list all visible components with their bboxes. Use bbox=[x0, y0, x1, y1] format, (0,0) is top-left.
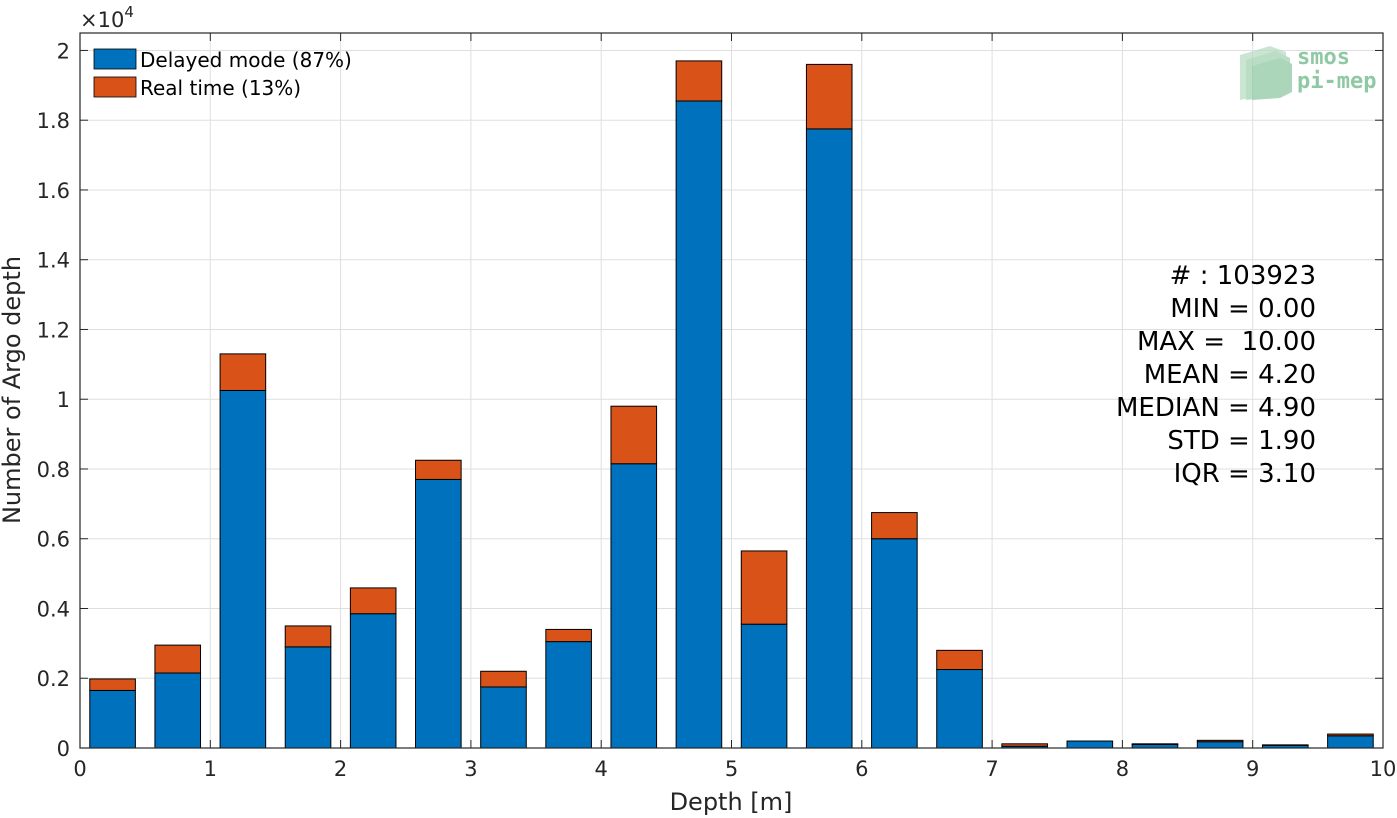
bar-delayed-mode bbox=[89, 689, 136, 749]
stat-line: MIN = 0.00 bbox=[1170, 294, 1316, 324]
bar-delayed-mode bbox=[284, 646, 332, 749]
bar-real-time bbox=[1327, 733, 1374, 737]
logo-emblem-icon bbox=[1240, 46, 1292, 100]
bar-real-time bbox=[154, 644, 202, 674]
y-tick-label: 0.2 bbox=[37, 667, 70, 691]
x-tick-labels: 0 1 2 3 4 5 6 7 8 9 10 bbox=[73, 757, 1396, 781]
stat-line: MEAN = 4.20 bbox=[1144, 360, 1316, 390]
bar-real-time bbox=[610, 405, 658, 465]
legend-swatch-realtime bbox=[93, 76, 137, 98]
bar-real-time bbox=[284, 625, 332, 648]
legend-label-delayed: Delayed mode (87%) bbox=[140, 48, 352, 72]
y-tick-label: 1.2 bbox=[37, 318, 70, 342]
bars bbox=[89, 60, 1374, 749]
legend-label-realtime: Real time (13%) bbox=[140, 76, 301, 100]
stat-line: MAX = 10.00 bbox=[1137, 327, 1316, 357]
bar-delayed-mode bbox=[740, 623, 788, 749]
bar-delayed-mode bbox=[675, 100, 723, 749]
bar-delayed-mode bbox=[1196, 741, 1244, 749]
bar-real-time bbox=[1001, 743, 1048, 747]
axes-box bbox=[79, 32, 1384, 749]
y-tick-label: 1.8 bbox=[37, 109, 70, 133]
y-tick-label: 2 bbox=[57, 39, 70, 63]
x-tick-label: 7 bbox=[985, 757, 998, 781]
bar-real-time bbox=[1261, 744, 1309, 746]
bar-delayed-mode bbox=[936, 669, 983, 749]
smos-pi-mep-logo: smos pi-mep bbox=[1240, 45, 1376, 100]
legend-swatch-delayed bbox=[93, 48, 137, 70]
bar-delayed-mode bbox=[871, 538, 918, 749]
bar-real-time bbox=[1131, 743, 1179, 746]
bar-real-time bbox=[675, 60, 723, 102]
x-tick-label: 6 bbox=[855, 757, 868, 781]
bar-delayed-mode bbox=[415, 478, 462, 749]
bar-delayed-mode bbox=[1066, 740, 1114, 749]
logo-line2: pi-mep bbox=[1297, 69, 1376, 94]
bar-real-time bbox=[219, 353, 267, 392]
bar-delayed-mode bbox=[1327, 735, 1374, 749]
bar-delayed-mode bbox=[610, 463, 658, 749]
stat-line: STD = 1.90 bbox=[1167, 426, 1316, 456]
bar-real-time bbox=[936, 649, 983, 671]
y-axis-title: Number of Argo depth bbox=[0, 256, 26, 524]
bar-real-time bbox=[1196, 739, 1244, 743]
y-tick-label: 1 bbox=[57, 388, 70, 412]
bar-real-time bbox=[89, 678, 136, 691]
y-tick-label: 1.4 bbox=[37, 249, 70, 273]
x-tick-label: 10 bbox=[1370, 757, 1397, 781]
bar-delayed-mode bbox=[805, 128, 853, 749]
x-tick-label: 9 bbox=[1246, 757, 1259, 781]
stat-line: MEDIAN = 4.90 bbox=[1116, 393, 1316, 423]
bar-real-time bbox=[480, 670, 527, 688]
logo-line1: smos bbox=[1297, 45, 1350, 70]
bar-delayed-mode bbox=[349, 613, 397, 749]
bar-real-time bbox=[545, 628, 592, 643]
y-tick-label: 1.6 bbox=[37, 179, 70, 203]
stat-line: IQR = 3.10 bbox=[1174, 459, 1316, 489]
stat-line: # : 103923 bbox=[1170, 261, 1316, 291]
legend: Delayed mode (87%) Real time (13%) bbox=[93, 48, 352, 100]
x-tick-label: 2 bbox=[334, 757, 347, 781]
y-scale-factor: ×104 bbox=[80, 3, 134, 32]
bar-delayed-mode bbox=[480, 686, 527, 749]
bar-delayed-mode bbox=[154, 672, 202, 749]
x-tick-label: 0 bbox=[73, 757, 86, 781]
bar-real-time bbox=[871, 512, 918, 540]
y-tick-label: 0.8 bbox=[37, 458, 70, 482]
axes-frame bbox=[79, 32, 1384, 749]
bar-delayed-mode bbox=[219, 390, 267, 749]
y-tick-label: 0.6 bbox=[37, 528, 70, 552]
x-tick-label: 1 bbox=[204, 757, 217, 781]
y-tick-label: 0.4 bbox=[37, 597, 70, 621]
x-tick-label: 8 bbox=[1116, 757, 1129, 781]
bar-real-time bbox=[805, 63, 853, 130]
y-tick-labels: 0 0.2 0.4 0.6 0.8 1 1.2 1.4 1.6 1.8 2 bbox=[37, 39, 70, 761]
x-tick-label: 3 bbox=[464, 757, 477, 781]
x-tick-label: 5 bbox=[725, 757, 738, 781]
bar-real-time bbox=[349, 587, 397, 615]
bar-delayed-mode bbox=[545, 641, 592, 749]
x-axis-title: Depth [m] bbox=[670, 788, 793, 816]
y-tick-label: 0 bbox=[57, 737, 70, 761]
x-tick-label: 4 bbox=[595, 757, 608, 781]
bar-real-time bbox=[740, 550, 788, 625]
grid-lines bbox=[79, 33, 1384, 749]
bar-real-time bbox=[415, 459, 462, 480]
